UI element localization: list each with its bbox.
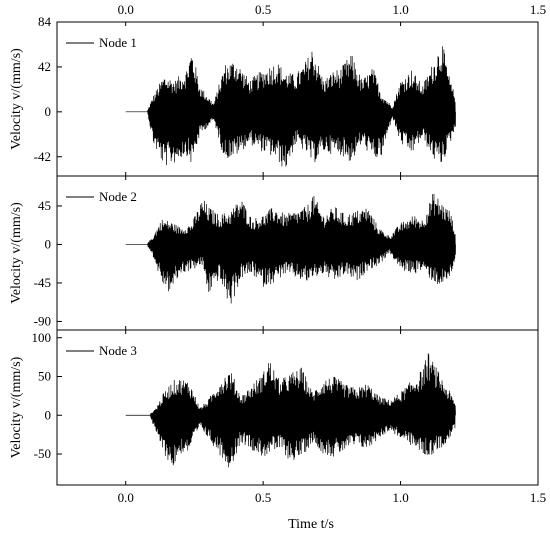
- bottom-x-tick-label: 1.5: [530, 490, 546, 505]
- legend-label: Node 2: [99, 189, 137, 204]
- top-x-axis: 0.0 0.5 1.0 1.5: [118, 2, 547, 17]
- y-tick-label: 100: [32, 330, 52, 345]
- y-tick-label: -90: [34, 313, 51, 328]
- legend-label: Node 1: [99, 35, 137, 50]
- series-line-node-2: [125, 193, 456, 304]
- top-x-tick-label: 0.5: [255, 2, 271, 17]
- y-tick-label: 0: [45, 104, 52, 119]
- y-tick-label: -42: [34, 149, 51, 164]
- y-tick-label: 45: [38, 198, 51, 213]
- bottom-x-axis: 0.0 0.5 1.0 1.5: [118, 490, 547, 505]
- panel-1: 84 42 0 -42 Node 1 Velocity v/(mm/s): [9, 14, 539, 177]
- y-axis-title: Velocity v/(mm/s): [9, 202, 24, 304]
- y-tick-label: 0: [45, 236, 52, 251]
- y-tick-label: -45: [34, 275, 51, 290]
- panel-2: 45 0 -45 -90 Node 2 Velocity v/(mm/s): [9, 175, 539, 331]
- x-axis-title: Time t/s: [288, 517, 334, 532]
- series-line-node-3: [125, 353, 456, 468]
- bottom-x-tick-label: 1.0: [392, 490, 408, 505]
- legend-label: Node 3: [99, 343, 137, 358]
- top-x-tick-label: 1.0: [392, 2, 408, 17]
- y-axis-title: Velocity v/(mm/s): [9, 48, 24, 150]
- panel-3: 100 50 0 -50 Node 3 Velocity v/(mm/s): [9, 329, 539, 486]
- y-tick-label: 0: [45, 407, 52, 422]
- chart-panels: 84 42 0 -42 Node 1 Velocity v/(mm/s) 45 0 -45 -90…: [9, 14, 539, 486]
- series-line-node-1: [125, 46, 456, 167]
- top-x-tick-label: 1.5: [530, 2, 546, 17]
- y-tick-label: 50: [38, 369, 51, 384]
- y-tick-label: -50: [34, 446, 51, 461]
- panel-frame: [56, 329, 539, 486]
- y-tick-label: 42: [38, 59, 51, 74]
- bottom-x-tick-label: 0.0: [118, 490, 134, 505]
- y-tick-label: 84: [38, 14, 52, 29]
- y-axis-title: Velocity v/(mm/s): [9, 356, 24, 458]
- top-x-tick-label: 0.0: [118, 2, 134, 17]
- bottom-x-tick-label: 0.5: [255, 490, 271, 505]
